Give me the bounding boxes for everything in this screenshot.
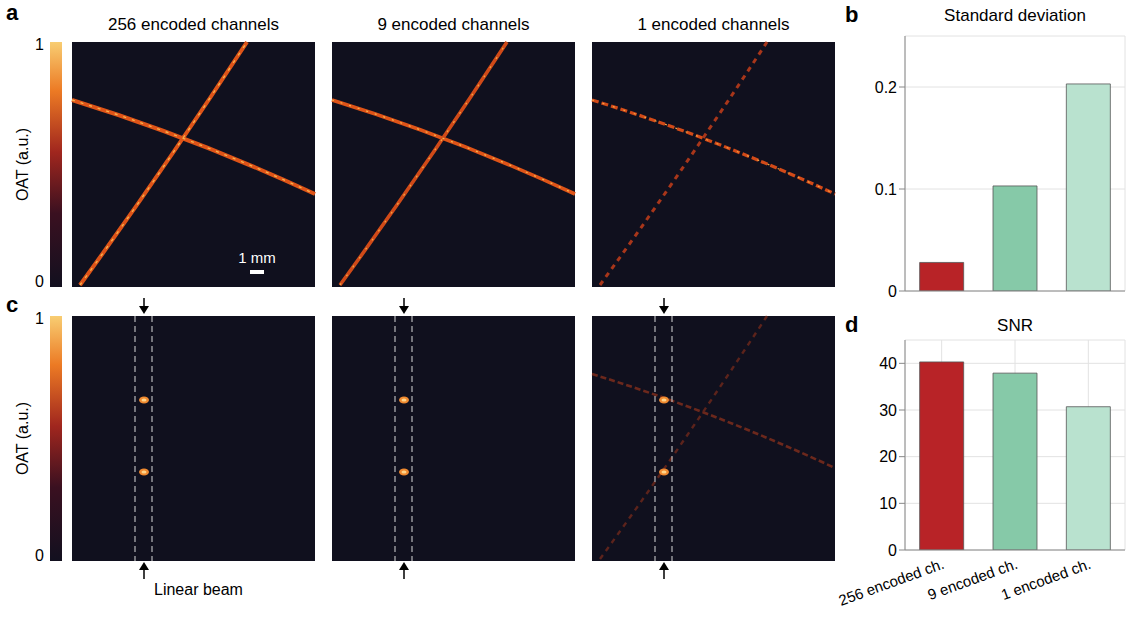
svg-text:0: 0: [35, 547, 44, 564]
svg-text:a: a: [6, 0, 19, 25]
svg-text:1 mm: 1 mm: [238, 249, 276, 266]
svg-text:0: 0: [35, 273, 44, 290]
html-text:d: d: [845, 312, 859, 337]
html-text:Standard deviation: Standard deviation: [944, 6, 1086, 25]
svg-text:40: 40: [879, 355, 897, 372]
svg-text:0.1: 0.1: [875, 181, 897, 198]
svg-text:1: 1: [35, 310, 44, 327]
svg-text:10: 10: [879, 495, 897, 512]
html-text:SNR: SNR: [997, 316, 1033, 335]
svg-text:0: 0: [888, 283, 897, 300]
svg-text:1: 1: [35, 36, 44, 53]
svg-text:OAT (a.u.): OAT (a.u.): [14, 402, 31, 475]
svg-text:1 encoded ch.: 1 encoded ch.: [999, 555, 1093, 603]
svg-text:30: 30: [879, 402, 897, 419]
svg-text:1 encoded channels: 1 encoded channels: [637, 15, 789, 34]
svg-text:OAT (a.u.): OAT (a.u.): [14, 128, 31, 201]
svg-text:Linear beam: Linear beam: [154, 581, 243, 598]
svg-text:0.2: 0.2: [875, 79, 897, 96]
svg-text:0: 0: [888, 542, 897, 559]
svg-text:9 encoded channels: 9 encoded channels: [377, 15, 529, 34]
svg-text:9 encoded ch.: 9 encoded ch.: [925, 554, 1020, 604]
svg-text:256 encoded ch.: 256 encoded ch.: [836, 554, 947, 609]
svg-text:c: c: [6, 292, 18, 317]
html-text:b: b: [845, 2, 859, 27]
svg-text:20: 20: [879, 448, 897, 465]
svg-text:256 encoded channels: 256 encoded channels: [108, 15, 279, 34]
